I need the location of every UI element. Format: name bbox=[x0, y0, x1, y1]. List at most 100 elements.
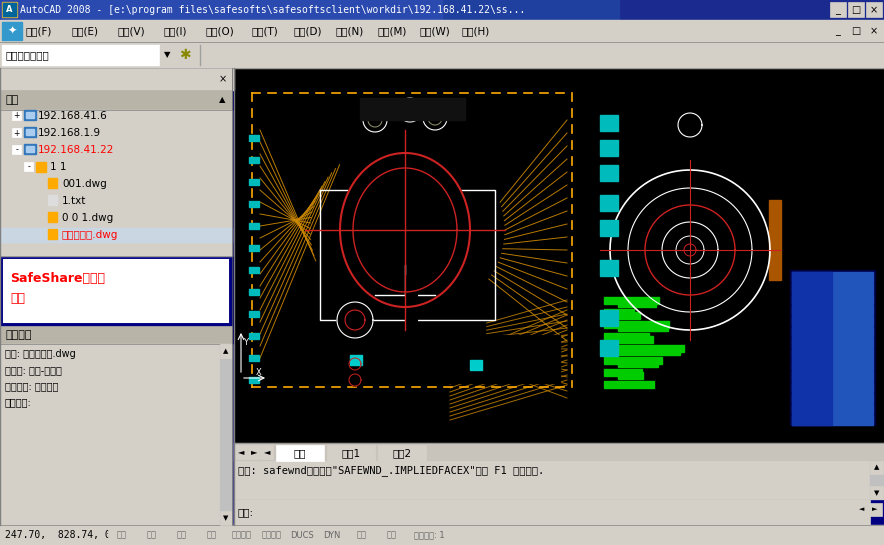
Ellipse shape bbox=[405, 353, 435, 367]
Bar bbox=[2, 45, 160, 65]
Bar bbox=[420, 46, 436, 63]
Text: 布局1: 布局1 bbox=[341, 448, 361, 458]
Bar bbox=[330, 295, 485, 350]
Bar bbox=[600, 260, 618, 276]
Bar bbox=[792, 316, 873, 326]
Text: 对象捕捉: 对象捕捉 bbox=[232, 530, 252, 540]
Bar bbox=[2, 71, 16, 87]
Bar bbox=[276, 445, 324, 461]
Bar bbox=[24, 144, 36, 154]
Text: ▼: ▼ bbox=[224, 515, 229, 521]
Bar bbox=[792, 404, 832, 414]
Bar bbox=[792, 371, 873, 381]
Bar bbox=[366, 46, 382, 63]
Bar bbox=[176, 46, 194, 64]
Bar bbox=[792, 360, 832, 370]
Ellipse shape bbox=[383, 349, 438, 367]
Bar bbox=[249, 377, 259, 383]
Bar bbox=[210, 71, 224, 87]
Ellipse shape bbox=[340, 153, 470, 307]
Bar bbox=[26, 112, 34, 118]
Circle shape bbox=[423, 106, 447, 130]
Bar bbox=[412, 328, 428, 353]
Bar bbox=[600, 220, 618, 236]
Bar bbox=[312, 46, 328, 63]
Bar bbox=[216, 72, 230, 86]
Bar bbox=[249, 223, 259, 229]
Text: 项目: 项目 bbox=[6, 95, 19, 105]
Bar bbox=[66, 71, 80, 87]
Bar bbox=[848, 23, 864, 38]
Bar bbox=[384, 46, 400, 63]
Bar bbox=[48, 195, 57, 205]
Text: 192.168.1.9: 192.168.1.9 bbox=[38, 128, 101, 138]
Text: 1.txt: 1.txt bbox=[62, 196, 87, 206]
Bar bbox=[492, 46, 508, 63]
Bar bbox=[0, 0, 884, 20]
Bar bbox=[258, 527, 286, 543]
Text: ◄: ◄ bbox=[238, 447, 244, 457]
Bar bbox=[240, 46, 256, 63]
Text: 192.168.41.6: 192.168.41.6 bbox=[38, 111, 108, 121]
Bar bbox=[604, 309, 634, 316]
Bar bbox=[792, 371, 832, 381]
Bar bbox=[48, 212, 57, 222]
Bar bbox=[832, 527, 848, 543]
Bar bbox=[618, 46, 634, 63]
Text: Y: Y bbox=[243, 338, 248, 347]
Text: SafeShare文件管: SafeShare文件管 bbox=[10, 271, 105, 284]
Bar bbox=[636, 46, 652, 63]
Bar bbox=[228, 527, 256, 543]
Text: 192.168.41.22: 192.168.41.22 bbox=[38, 145, 114, 155]
Bar bbox=[98, 71, 112, 87]
Bar bbox=[276, 46, 292, 63]
Text: 极轴: 极轴 bbox=[207, 530, 217, 540]
Text: ▲: ▲ bbox=[218, 95, 225, 105]
Bar bbox=[792, 338, 873, 348]
Bar bbox=[618, 360, 658, 367]
Bar bbox=[261, 445, 273, 459]
Bar bbox=[600, 165, 618, 181]
Bar bbox=[234, 68, 884, 443]
Bar bbox=[18, 71, 32, 87]
Bar bbox=[0, 0, 619, 20]
Bar bbox=[330, 46, 346, 63]
Bar bbox=[870, 461, 883, 499]
Bar bbox=[294, 46, 310, 63]
Text: □: □ bbox=[851, 5, 861, 15]
Bar bbox=[600, 195, 618, 211]
Text: 修改(M): 修改(M) bbox=[378, 26, 408, 36]
Bar bbox=[792, 393, 832, 403]
Bar bbox=[792, 316, 832, 326]
Text: 捕捉: 捕捉 bbox=[117, 530, 127, 540]
Bar bbox=[604, 381, 654, 388]
Bar bbox=[600, 340, 618, 356]
Bar bbox=[792, 327, 873, 337]
Text: 正交: 正交 bbox=[177, 530, 187, 540]
Text: 绘图(D): 绘图(D) bbox=[294, 26, 323, 36]
Bar bbox=[320, 190, 495, 320]
Text: ▲: ▲ bbox=[224, 348, 229, 354]
Bar bbox=[258, 46, 274, 63]
Text: 窗口(W): 窗口(W) bbox=[420, 26, 451, 36]
Bar bbox=[12, 145, 21, 154]
Bar bbox=[234, 499, 870, 525]
Text: 二维草图与注释: 二维草图与注释 bbox=[6, 50, 50, 60]
Bar bbox=[848, 2, 864, 17]
Bar bbox=[604, 321, 669, 328]
Bar bbox=[249, 179, 259, 185]
Bar bbox=[0, 68, 234, 90]
Bar bbox=[234, 461, 870, 499]
Text: 标注(N): 标注(N) bbox=[336, 26, 364, 36]
Circle shape bbox=[678, 113, 702, 137]
Bar bbox=[690, 46, 706, 63]
Bar bbox=[26, 129, 34, 135]
Bar bbox=[249, 333, 259, 339]
Bar bbox=[564, 46, 580, 63]
Bar bbox=[528, 46, 544, 63]
Bar bbox=[708, 46, 724, 63]
Text: A: A bbox=[6, 5, 12, 15]
Text: 注释比例: 1: 注释比例: 1 bbox=[414, 530, 445, 540]
Bar bbox=[146, 71, 160, 87]
Bar bbox=[618, 372, 643, 379]
